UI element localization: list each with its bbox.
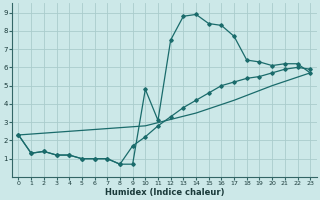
- X-axis label: Humidex (Indice chaleur): Humidex (Indice chaleur): [105, 188, 224, 197]
